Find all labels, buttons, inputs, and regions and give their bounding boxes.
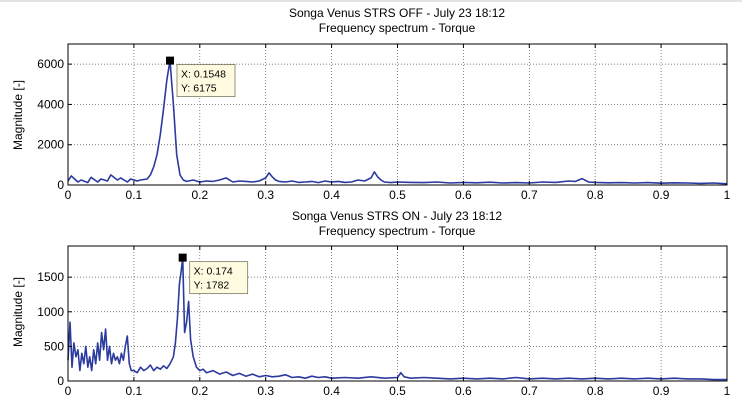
chart-strs-on: Songa Venus STRS ON - July 23 18:12 Freq…: [11, 209, 731, 398]
x-tick-label: 0.4: [323, 384, 340, 398]
x-tick-label: 0.4: [323, 188, 340, 202]
x-ticks: 0 0.1 0.2 0.3 0.4 0.5 0.6 0.7 0.8 0.9 1: [65, 246, 731, 398]
x-tick-label: 0.6: [455, 188, 472, 202]
series: [67, 256, 727, 381]
y-tick-label: 0: [57, 178, 64, 192]
x-tick-label: 0.9: [653, 188, 670, 202]
x-tick-label: 0.3: [257, 384, 274, 398]
chart-subtitle: Frequency spectrum - Torque: [319, 21, 476, 35]
datatip-marker: [166, 56, 175, 65]
series-line: [67, 59, 728, 185]
x-tick-label: 1: [724, 188, 731, 202]
x-tick-label: 0.3: [257, 188, 274, 202]
datatip[interactable]: X: 0.1548 Y: 6175: [176, 64, 236, 98]
y-tick-label: 1500: [37, 270, 64, 284]
datatip-y-text: Y: 6175: [181, 83, 217, 95]
x-tick-label: 0.7: [521, 188, 538, 202]
x-tick-label: 0: [65, 188, 72, 202]
series-line: [67, 256, 727, 381]
x-tick-label: 0.5: [389, 384, 406, 398]
y-axis-label: Magnitude [-]: [11, 80, 25, 150]
y-tick-label: 4000: [37, 97, 64, 111]
x-tick-label: 0.2: [191, 384, 208, 398]
chart-subtitle: Frequency spectrum - Torque: [319, 224, 476, 238]
x-tick-label: 1: [724, 384, 731, 398]
y-tick-label: 6000: [37, 57, 64, 71]
y-tick-label: 2000: [37, 138, 64, 152]
y-tick-label: 500: [44, 339, 64, 353]
x-tick-label: 0.8: [587, 384, 604, 398]
x-tick-label: 0.9: [653, 384, 670, 398]
datatip-marker: [178, 253, 187, 262]
y-axis-label: Magnitude [-]: [11, 277, 25, 347]
x-tick-label: 0: [65, 384, 72, 398]
x-tick-label: 0.7: [521, 384, 538, 398]
chart-title: Songa Venus STRS OFF - July 23 18:12: [289, 6, 505, 20]
grid: [68, 44, 727, 185]
datatip-box: [176, 64, 236, 98]
x-tick-label: 0.5: [389, 188, 406, 202]
y-ticks: 0 2000 4000 6000: [37, 57, 727, 192]
x-tick-label: 0.1: [126, 188, 143, 202]
chart-title: Songa Venus STRS ON - July 23 18:12: [292, 209, 502, 223]
grid: [68, 246, 727, 381]
datatip[interactable]: X: 0.174 Y: 1782: [189, 261, 249, 295]
chart-strs-off: Songa Venus STRS OFF - July 23 18:12 Fre…: [11, 6, 731, 202]
x-tick-label: 0.2: [191, 188, 208, 202]
x-tick-label: 0.6: [455, 384, 472, 398]
series: [67, 59, 728, 185]
datatip-y-text: Y: 1782: [194, 280, 230, 292]
datatip-box: [189, 261, 249, 295]
y-tick-label: 0: [57, 374, 64, 388]
datatip-x-text: X: 0.1548: [181, 69, 226, 81]
y-tick-label: 1000: [37, 305, 64, 319]
x-ticks: 0 0.1 0.2 0.3 0.4 0.5 0.6 0.7 0.8 0.9 1: [65, 44, 731, 202]
y-ticks: 0 500 1000 1500: [37, 270, 727, 388]
datatip-x-text: X: 0.174: [194, 266, 233, 278]
x-tick-label: 0.1: [126, 384, 143, 398]
x-tick-label: 0.8: [587, 188, 604, 202]
